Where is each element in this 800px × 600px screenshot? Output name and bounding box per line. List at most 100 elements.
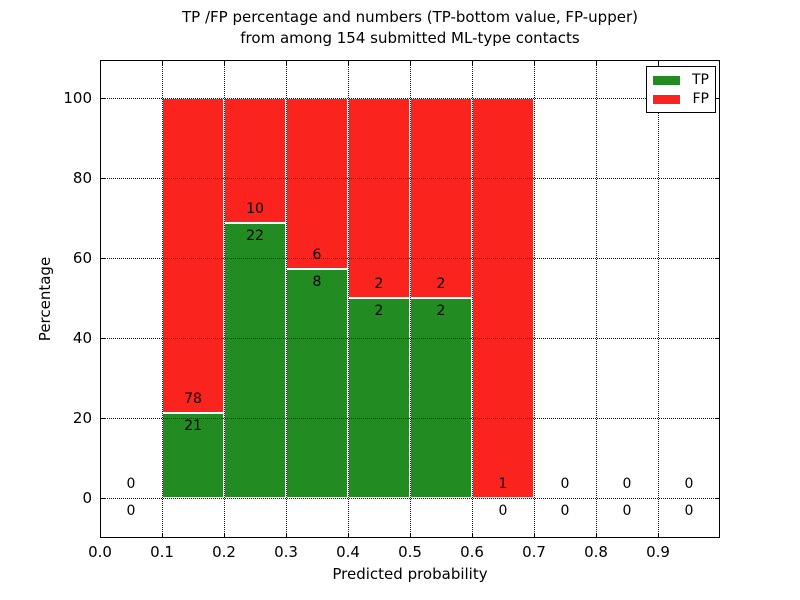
- bar-tp-segment: [410, 298, 472, 498]
- x-tick: [471, 60, 473, 65]
- annotations-layer: 0 0 78 21 10 22 6 8 2 2 2 2 1 0 0 0 0 0 0 0: [100, 60, 720, 538]
- bar-tp-segment: [348, 298, 410, 498]
- bar-fp-segment: [224, 98, 286, 223]
- x-gridline: [410, 60, 411, 538]
- legend-entry-tp: TP: [653, 72, 709, 88]
- x-tick: [595, 60, 597, 65]
- x-tick-label: 0.4: [336, 543, 360, 561]
- y-tick: [715, 337, 720, 339]
- bar-fp-segment: [286, 98, 348, 270]
- x-tick: [223, 533, 225, 538]
- y-tick: [715, 97, 720, 99]
- x-gridline: [596, 60, 597, 538]
- x-tick-label: 0.6: [460, 543, 484, 561]
- fp-count-label: 0: [126, 476, 136, 492]
- bar-fp-segment: [472, 98, 534, 498]
- x-gridline: [534, 60, 535, 538]
- fp-count-label: 1: [498, 476, 508, 492]
- x-tick-label: 0.8: [584, 543, 608, 561]
- bar-tp-segment: [286, 269, 348, 498]
- x-tick-label: 0.3: [274, 543, 298, 561]
- x-tick: [533, 533, 535, 538]
- x-tick: [285, 533, 287, 538]
- y-tick: [715, 177, 720, 179]
- fp-count-label: 78: [184, 391, 202, 408]
- y-tick: [715, 497, 720, 499]
- y-tick: [100, 97, 105, 99]
- x-tick: [409, 533, 411, 538]
- tp-count-label: 21: [184, 418, 202, 435]
- tp-count-label: 0: [498, 503, 508, 519]
- x-gridline: [286, 60, 287, 538]
- x-tick: [285, 60, 287, 65]
- y-tick-label: 60: [72, 249, 92, 267]
- tp-count-label: 0: [126, 503, 136, 519]
- bars-layer: [100, 60, 720, 538]
- x-tick: [100, 60, 101, 65]
- fp-count-label: 10: [246, 201, 264, 217]
- x-tick: [533, 60, 535, 65]
- x-tick: [657, 60, 659, 65]
- y-tick-label: 40: [72, 329, 92, 347]
- bar-fp-segment: [162, 98, 224, 414]
- legend-label-tp: TP: [692, 72, 709, 88]
- x-axis-label: Predicted probability: [332, 565, 488, 583]
- x-gridline: [472, 60, 473, 538]
- x-tick-label: 0.0: [88, 543, 112, 561]
- bar-tp-segment: [224, 223, 286, 498]
- fp-count-label: 0: [560, 476, 570, 492]
- y-tick-label: 80: [72, 169, 92, 187]
- x-tick: [657, 533, 659, 538]
- y-tick: [715, 257, 720, 259]
- chart-title-line2: from among 154 submitted ML-type contact…: [240, 29, 580, 47]
- y-tick: [100, 337, 105, 339]
- fp-color-swatch: [653, 94, 680, 104]
- y-tick-label: 0: [82, 489, 92, 507]
- fp-count-label: 2: [374, 276, 384, 292]
- tp-count-label: 0: [622, 503, 632, 519]
- chart-title-line1: TP /FP percentage and numbers (TP-bottom…: [182, 8, 638, 26]
- x-tick: [347, 533, 349, 538]
- bar-fp-segment: [348, 98, 410, 298]
- x-tick: [161, 533, 163, 538]
- tp-count-label: 0: [560, 503, 570, 519]
- tp-color-swatch: [653, 75, 680, 85]
- x-tick-label: 0.5: [398, 543, 422, 561]
- y-tick: [100, 177, 105, 179]
- x-gridline: [658, 60, 659, 538]
- tp-count-label: 8: [312, 274, 322, 291]
- x-tick: [347, 60, 349, 65]
- x-tick: [471, 533, 473, 538]
- legend: TP FP: [646, 66, 716, 113]
- y-tick-label: 100: [63, 89, 92, 107]
- x-gridline: [162, 60, 163, 538]
- x-tick: [409, 60, 411, 65]
- y-tick: [715, 417, 720, 419]
- fp-count-label: 2: [436, 276, 446, 292]
- legend-entry-fp: FP: [653, 91, 709, 107]
- tp-count-label: 2: [436, 303, 446, 319]
- x-gridline: [224, 60, 225, 538]
- bar-fp-segment: [410, 98, 472, 298]
- x-tick: [595, 533, 597, 538]
- chart-title: TP /FP percentage and numbers (TP-bottom…: [100, 7, 720, 49]
- fp-count-label: 0: [684, 476, 694, 492]
- grid-layer: [100, 60, 720, 538]
- y-tick-label: 20: [72, 409, 92, 427]
- x-tick-label: 0.7: [522, 543, 546, 561]
- x-tick: [100, 533, 101, 538]
- x-tick: [223, 60, 225, 65]
- x-gridline: [348, 60, 349, 538]
- y-tick: [100, 417, 105, 419]
- tp-count-label: 22: [246, 228, 264, 244]
- x-tick: [161, 60, 163, 65]
- x-tick-label: 0.9: [646, 543, 670, 561]
- y-tick: [100, 257, 105, 259]
- x-tick-label: 0.2: [212, 543, 236, 561]
- x-tick-label: 0.1: [150, 543, 174, 561]
- fp-count-label: 6: [312, 247, 322, 264]
- fp-count-label: 0: [622, 476, 632, 492]
- tp-count-label: 2: [374, 303, 384, 319]
- plot-area: 0 0 78 21 10 22 6 8 2 2 2 2 1 0 0 0 0 0 0 0: [100, 60, 720, 538]
